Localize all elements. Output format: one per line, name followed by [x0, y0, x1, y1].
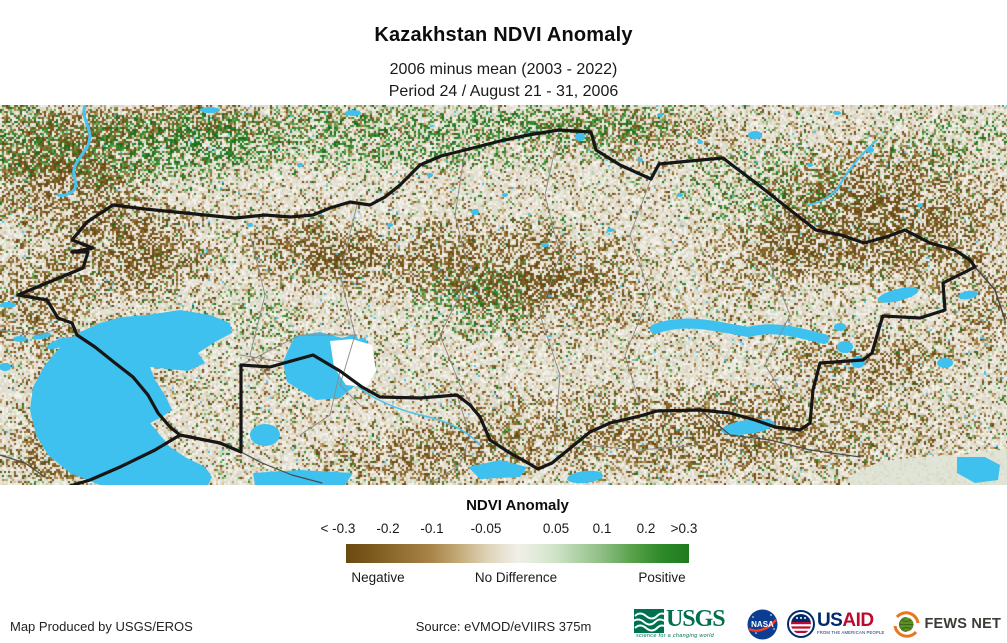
legend-tick: -0.1: [420, 521, 444, 536]
legend-tick: 0.1: [592, 521, 612, 536]
legend-category-positive: Positive: [638, 570, 686, 585]
footer: Map Produced by USGS/EROS Source: eVMOD/…: [0, 605, 1007, 643]
map-vector-layer: [0, 105, 1007, 485]
usgs-logo: USGS science for a changing world: [631, 606, 738, 639]
usaid-logo: USAID FROM THE AMERICAN PEOPLE: [786, 610, 885, 638]
fewsnet-logo-text: FEWS NET: [924, 616, 1001, 632]
usgs-logo-text: USGS: [665, 606, 726, 632]
produced-by-text: Map Produced by USGS/EROS: [10, 619, 193, 634]
title-block: Kazakhstan NDVI Anomaly 2006 minus mean …: [0, 0, 1007, 103]
water-bodies: [0, 105, 1000, 485]
legend-title: NDVI Anomaly: [466, 497, 569, 514]
legend-tick: 0.2: [636, 521, 656, 536]
usaid-logo-text-us: US: [816, 610, 843, 631]
source-text: Source: eVMOD/eVIIRS 375m: [415, 619, 592, 634]
usaid-logo-text-aid: AID: [842, 610, 874, 631]
subtitle-line-2: Period 24 / August 21 - 31, 2006: [388, 83, 619, 100]
legend-ticks: < -0.3 -0.2 -0.1 -0.05 0.05 0.1 0.2 >0.3: [321, 521, 698, 537]
usgs-wave-icon: [631, 609, 668, 633]
legend-tick: 0.05: [542, 521, 570, 536]
usaid-seal-icon: [786, 610, 815, 638]
nasa-logo: NASA: [747, 609, 778, 640]
admin-boundaries: [0, 130, 1006, 484]
legend-colorbar: [346, 544, 689, 563]
logo-row: USGS science for a changing world NASA: [631, 606, 1001, 641]
legend-categories: Negative No Difference Positive: [346, 570, 689, 586]
usaid-logo-tagline: FROM THE AMERICAN PEOPLE: [816, 630, 885, 635]
legend-tick: -0.2: [376, 521, 400, 536]
ndvi-anomaly-map: [0, 105, 1007, 485]
dried-lakebed: [330, 339, 376, 387]
usgs-logo-tagline: science for a changing world: [635, 633, 715, 639]
legend-tick: < -0.3: [320, 521, 356, 536]
page-title: Kazakhstan NDVI Anomaly: [374, 24, 633, 46]
subtitle-line-1: 2006 minus mean (2003 - 2022): [389, 61, 618, 78]
kazakhstan-border: [16, 128, 977, 485]
svg-text:NASA: NASA: [751, 620, 774, 629]
fewsnet-logo: FEWS NET: [893, 610, 1001, 638]
nasa-meatball-icon: NASA: [747, 609, 778, 639]
legend-category-negative: Negative: [351, 570, 405, 585]
legend-tick: >0.3: [670, 521, 698, 536]
fewsnet-globe-icon: [894, 610, 920, 638]
legend-category-nodifference: No Difference: [474, 570, 558, 585]
ndvi-raster-layer: [0, 105, 1007, 485]
legend-tick: -0.05: [470, 521, 502, 536]
